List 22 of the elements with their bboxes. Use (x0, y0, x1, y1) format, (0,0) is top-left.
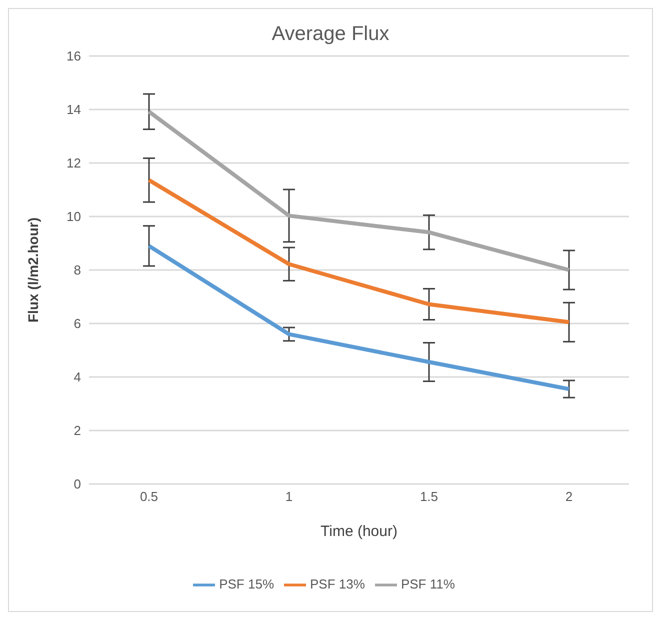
x-tick-label: 0.5 (140, 489, 158, 504)
y-tick-label: 16 (66, 48, 81, 64)
y-axis-title: Flux (l/m2.hour) (24, 218, 41, 322)
y-tick-label: 0 (74, 476, 81, 492)
y-tick-label: 4 (74, 370, 81, 385)
legend-label: PSF 15% (219, 576, 274, 592)
line-series (147, 178, 571, 324)
chart-title: Average Flux (270, 23, 390, 46)
y-tick-label: 10 (66, 209, 81, 224)
line-series (147, 110, 571, 272)
legend-label: PSF 13% (310, 576, 365, 592)
y-tick-label: 12 (66, 156, 81, 171)
y-tick-label: 2 (74, 423, 81, 438)
y-tick-label: 14 (66, 102, 81, 118)
x-tick-label: 1.5 (420, 489, 438, 504)
line-series (147, 244, 571, 392)
legend-label: PSF 11% (400, 576, 455, 592)
x-tick-label: 2 (565, 489, 573, 504)
y-tick-label: 6 (74, 316, 81, 332)
y-tick-label: 8 (74, 262, 81, 278)
x-tick-label: 1 (285, 489, 293, 504)
x-axis-title: Time (hour) (320, 523, 398, 540)
